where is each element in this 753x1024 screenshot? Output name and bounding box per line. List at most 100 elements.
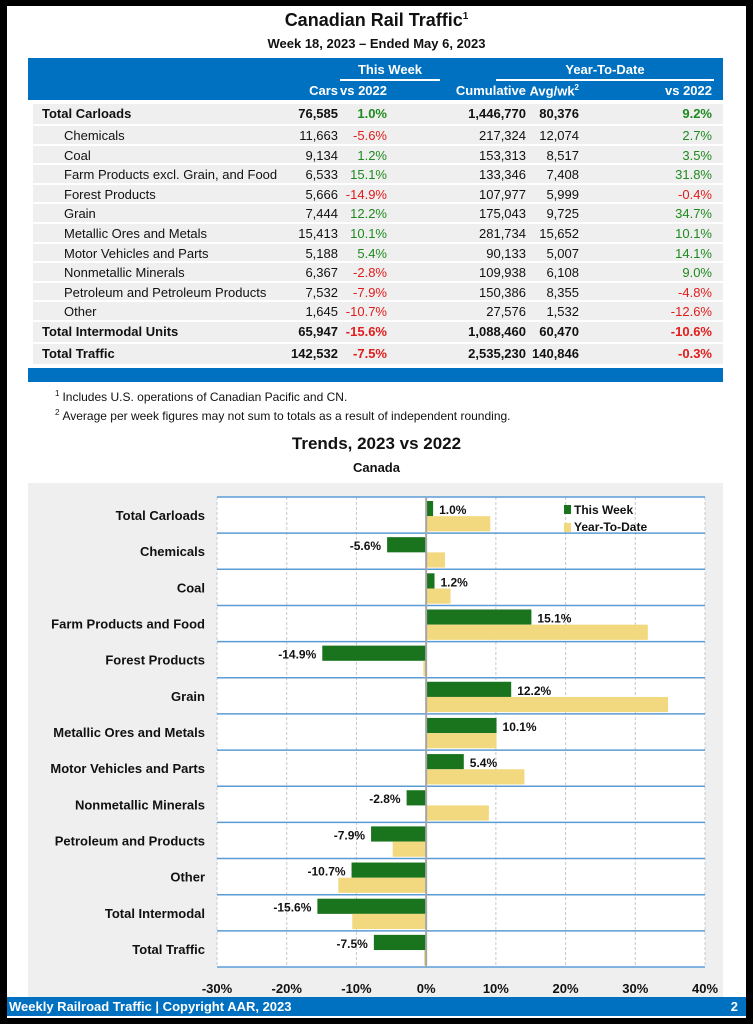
- data-label-this-week: -15.6%: [273, 901, 311, 915]
- data-label-this-week: 12.2%: [517, 684, 551, 698]
- bar-this-week: [426, 609, 532, 625]
- table-header: This Week Year-To-Date Cars vs 2022 Cumu…: [28, 58, 723, 100]
- row-label: Total Intermodal Units: [42, 323, 179, 339]
- cars-value: 6,367: [305, 265, 338, 281]
- data-label-this-week: -7.5%: [336, 937, 368, 951]
- data-label-this-week: -2.8%: [369, 792, 401, 806]
- cumulative-value: 1,088,460: [468, 323, 526, 339]
- row-label: Motor Vehicles and Parts: [64, 245, 209, 261]
- cumulative-value: 153,313: [479, 147, 526, 163]
- vs-2022-ytd-value: -12.6%: [670, 304, 712, 320]
- data-label-this-week: -14.9%: [278, 648, 316, 662]
- x-tick-label: -20%: [272, 981, 303, 996]
- category-label: Chemicals: [140, 544, 205, 559]
- cars-value: 5,666: [305, 186, 338, 202]
- data-label-this-week: -10.7%: [308, 865, 346, 879]
- x-tick-label: 20%: [553, 981, 579, 996]
- category-label: Farm Products and Food: [51, 617, 205, 632]
- bar-year-to-date: [426, 696, 669, 713]
- bar-year-to-date: [426, 733, 497, 749]
- table-bottom-bar: [28, 368, 723, 382]
- bar-this-week: [406, 790, 427, 806]
- category-label: Forest Products: [105, 653, 205, 668]
- legend-swatch-this-week: [564, 505, 571, 514]
- col-cars: Cars: [309, 83, 338, 98]
- vs-2022-week-value: 1.0%: [357, 106, 387, 121]
- vs-2022-ytd-value: 14.1%: [675, 245, 712, 261]
- avg-wk-value: 12,074: [539, 128, 579, 143]
- table-row: Other 1,645 -10.7% 27,576 1,532 -12.6%: [28, 301, 723, 321]
- cars-value: 1,645: [305, 304, 338, 320]
- row-background: [33, 104, 723, 124]
- x-tick-label: -10%: [341, 981, 372, 996]
- table-row: Chemicals 11,663 -5.6% 217,324 12,074 2.7%: [28, 125, 723, 145]
- table-row: Motor Vehicles and Parts 5,188 5.4% 90,133 5…: [28, 243, 723, 263]
- bar-year-to-date: [338, 877, 427, 893]
- table-row: Metallic Ores and Metals 15,413 10.1% 281,7…: [28, 223, 723, 243]
- row-background: [33, 204, 723, 222]
- bar-this-week: [426, 754, 464, 770]
- cars-value: 5,188: [305, 245, 338, 261]
- data-label-this-week: 5.4%: [470, 756, 498, 770]
- table-row: Nonmetallic Minerals 6,367 -2.8% 109,938 6,1…: [28, 262, 723, 282]
- page-title: Canadian Rail Traffic1: [284, 10, 469, 30]
- bar-year-to-date: [426, 552, 445, 568]
- cumulative-value: 107,977: [479, 186, 526, 202]
- cumulative-value: 27,576: [486, 304, 526, 320]
- data-label-this-week: 10.1%: [503, 720, 537, 734]
- row-label: Farm Products excl. Grain, and Food: [64, 167, 278, 183]
- cumulative-value: 90,133: [486, 245, 526, 261]
- avg-wk-value: 5,999: [546, 186, 579, 202]
- data-label-this-week: 15.1%: [537, 611, 571, 625]
- cars-value: 65,947: [298, 323, 338, 339]
- category-label: Total Carloads: [116, 508, 205, 523]
- avg-wk-value: 7,408: [546, 167, 579, 183]
- cumulative-value: 217,324: [479, 128, 526, 143]
- x-tick-label: 10%: [483, 981, 509, 996]
- avg-wk-value: 5,007: [546, 245, 579, 261]
- bar-year-to-date: [392, 841, 427, 857]
- avg-wk-value: 6,108: [546, 265, 579, 281]
- avg-wk-value: 9,725: [546, 206, 579, 222]
- trends-chart: Total Carloads 1.0% Chemicals -5.6% Coal 1.2%…: [50, 496, 718, 996]
- category-label: Motor Vehicles and Parts: [50, 761, 205, 776]
- row-label: Coal: [64, 147, 91, 163]
- vs-2022-week-value: 10.1%: [350, 225, 387, 241]
- row-background: [33, 343, 723, 364]
- data-label-this-week: 1.0%: [439, 503, 467, 517]
- vs-2022-ytd-value: 9.2%: [682, 106, 712, 121]
- row-background: [33, 223, 723, 242]
- bar-this-week: [351, 862, 427, 878]
- vs-2022-ytd-value: 2.7%: [682, 128, 712, 143]
- category-label: Total Intermodal: [105, 906, 205, 921]
- vs-2022-week-value: -7.5%: [353, 345, 387, 361]
- row-label: Chemicals: [64, 128, 125, 143]
- cumulative-value: 1,446,770: [468, 106, 526, 121]
- vs-2022-week-value: 5.4%: [357, 245, 387, 261]
- row-background: [33, 243, 723, 262]
- x-tick-label: -30%: [202, 981, 233, 996]
- cars-value: 6,533: [305, 167, 338, 183]
- chart-panel: Total Carloads 1.0% Chemicals -5.6% Coal 1.2%…: [28, 483, 723, 999]
- data-label-this-week: 1.2%: [441, 575, 469, 589]
- page-footer: Weekly Railroad Traffic | Copyright AAR,…: [7, 997, 746, 1016]
- bar-year-to-date: [426, 624, 648, 640]
- bar-this-week: [371, 826, 427, 842]
- row-background: [33, 126, 723, 144]
- row-background: [33, 263, 723, 281]
- category-label: Nonmetallic Minerals: [75, 797, 205, 812]
- vs-2022-week-value: 15.1%: [350, 167, 387, 183]
- cumulative-value: 150,386: [479, 284, 526, 300]
- avg-wk-value: 15,652: [539, 225, 579, 241]
- bar-year-to-date: [424, 950, 427, 966]
- cars-value: 142,532: [291, 345, 338, 361]
- row-background: [33, 184, 723, 203]
- category-label: Other: [170, 870, 205, 885]
- x-tick-label: 0%: [417, 981, 436, 996]
- category-label: Petroleum and Products: [55, 833, 205, 848]
- vs-2022-ytd-value: 3.5%: [682, 147, 712, 163]
- vs-2022-ytd-value: 31.8%: [675, 167, 712, 183]
- vs-2022-week-value: -14.9%: [345, 186, 387, 202]
- row-label: Total Carloads: [42, 106, 132, 121]
- vs-2022-week-value: -5.6%: [353, 128, 387, 143]
